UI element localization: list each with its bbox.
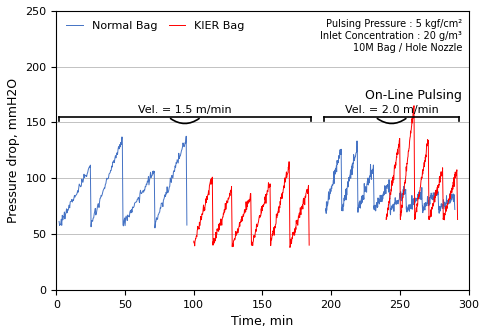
Normal Bag	[112, 156, 118, 160]
Y-axis label: Pressure drop, mmH2O: Pressure drop, mmH2O	[7, 78, 20, 223]
Normal Bag	[120, 223, 126, 227]
Normal Bag	[180, 141, 186, 145]
Normal Bag	[168, 180, 174, 184]
Normal Bag	[153, 221, 158, 225]
Line: Normal Bag: Normal Bag	[59, 136, 187, 228]
KIER Bag	[206, 189, 211, 193]
Normal Bag	[56, 219, 62, 223]
KIER Bag	[191, 239, 197, 243]
Normal Bag	[184, 223, 190, 227]
KIER Bag	[210, 243, 216, 247]
KIER Bag	[304, 188, 310, 192]
KIER Bag	[287, 246, 293, 250]
X-axis label: Time, min: Time, min	[231, 315, 294, 328]
Text: Pulsing Pressure : 5 kgf/cm²
Inlet Concentration : 20 g/m³
10M Bag / Hole Nozzle: Pulsing Pressure : 5 kgf/cm² Inlet Conce…	[320, 19, 462, 53]
Text: Vel. = 1.5 m/min: Vel. = 1.5 m/min	[138, 105, 232, 115]
Text: Vel. = 2.0 m/min: Vel. = 2.0 m/min	[345, 105, 438, 115]
Normal Bag	[163, 195, 169, 199]
KIER Bag	[306, 243, 312, 247]
KIER Bag	[249, 240, 255, 244]
KIER Bag	[229, 241, 235, 245]
Legend: Normal Bag, KIER Bag: Normal Bag, KIER Bag	[62, 16, 249, 36]
KIER Bag	[286, 160, 292, 164]
Normal Bag	[152, 226, 158, 230]
Line: KIER Bag: KIER Bag	[194, 162, 309, 248]
Normal Bag	[183, 134, 189, 138]
Text: On-Line Pulsing: On-Line Pulsing	[365, 89, 462, 102]
KIER Bag	[276, 209, 281, 213]
